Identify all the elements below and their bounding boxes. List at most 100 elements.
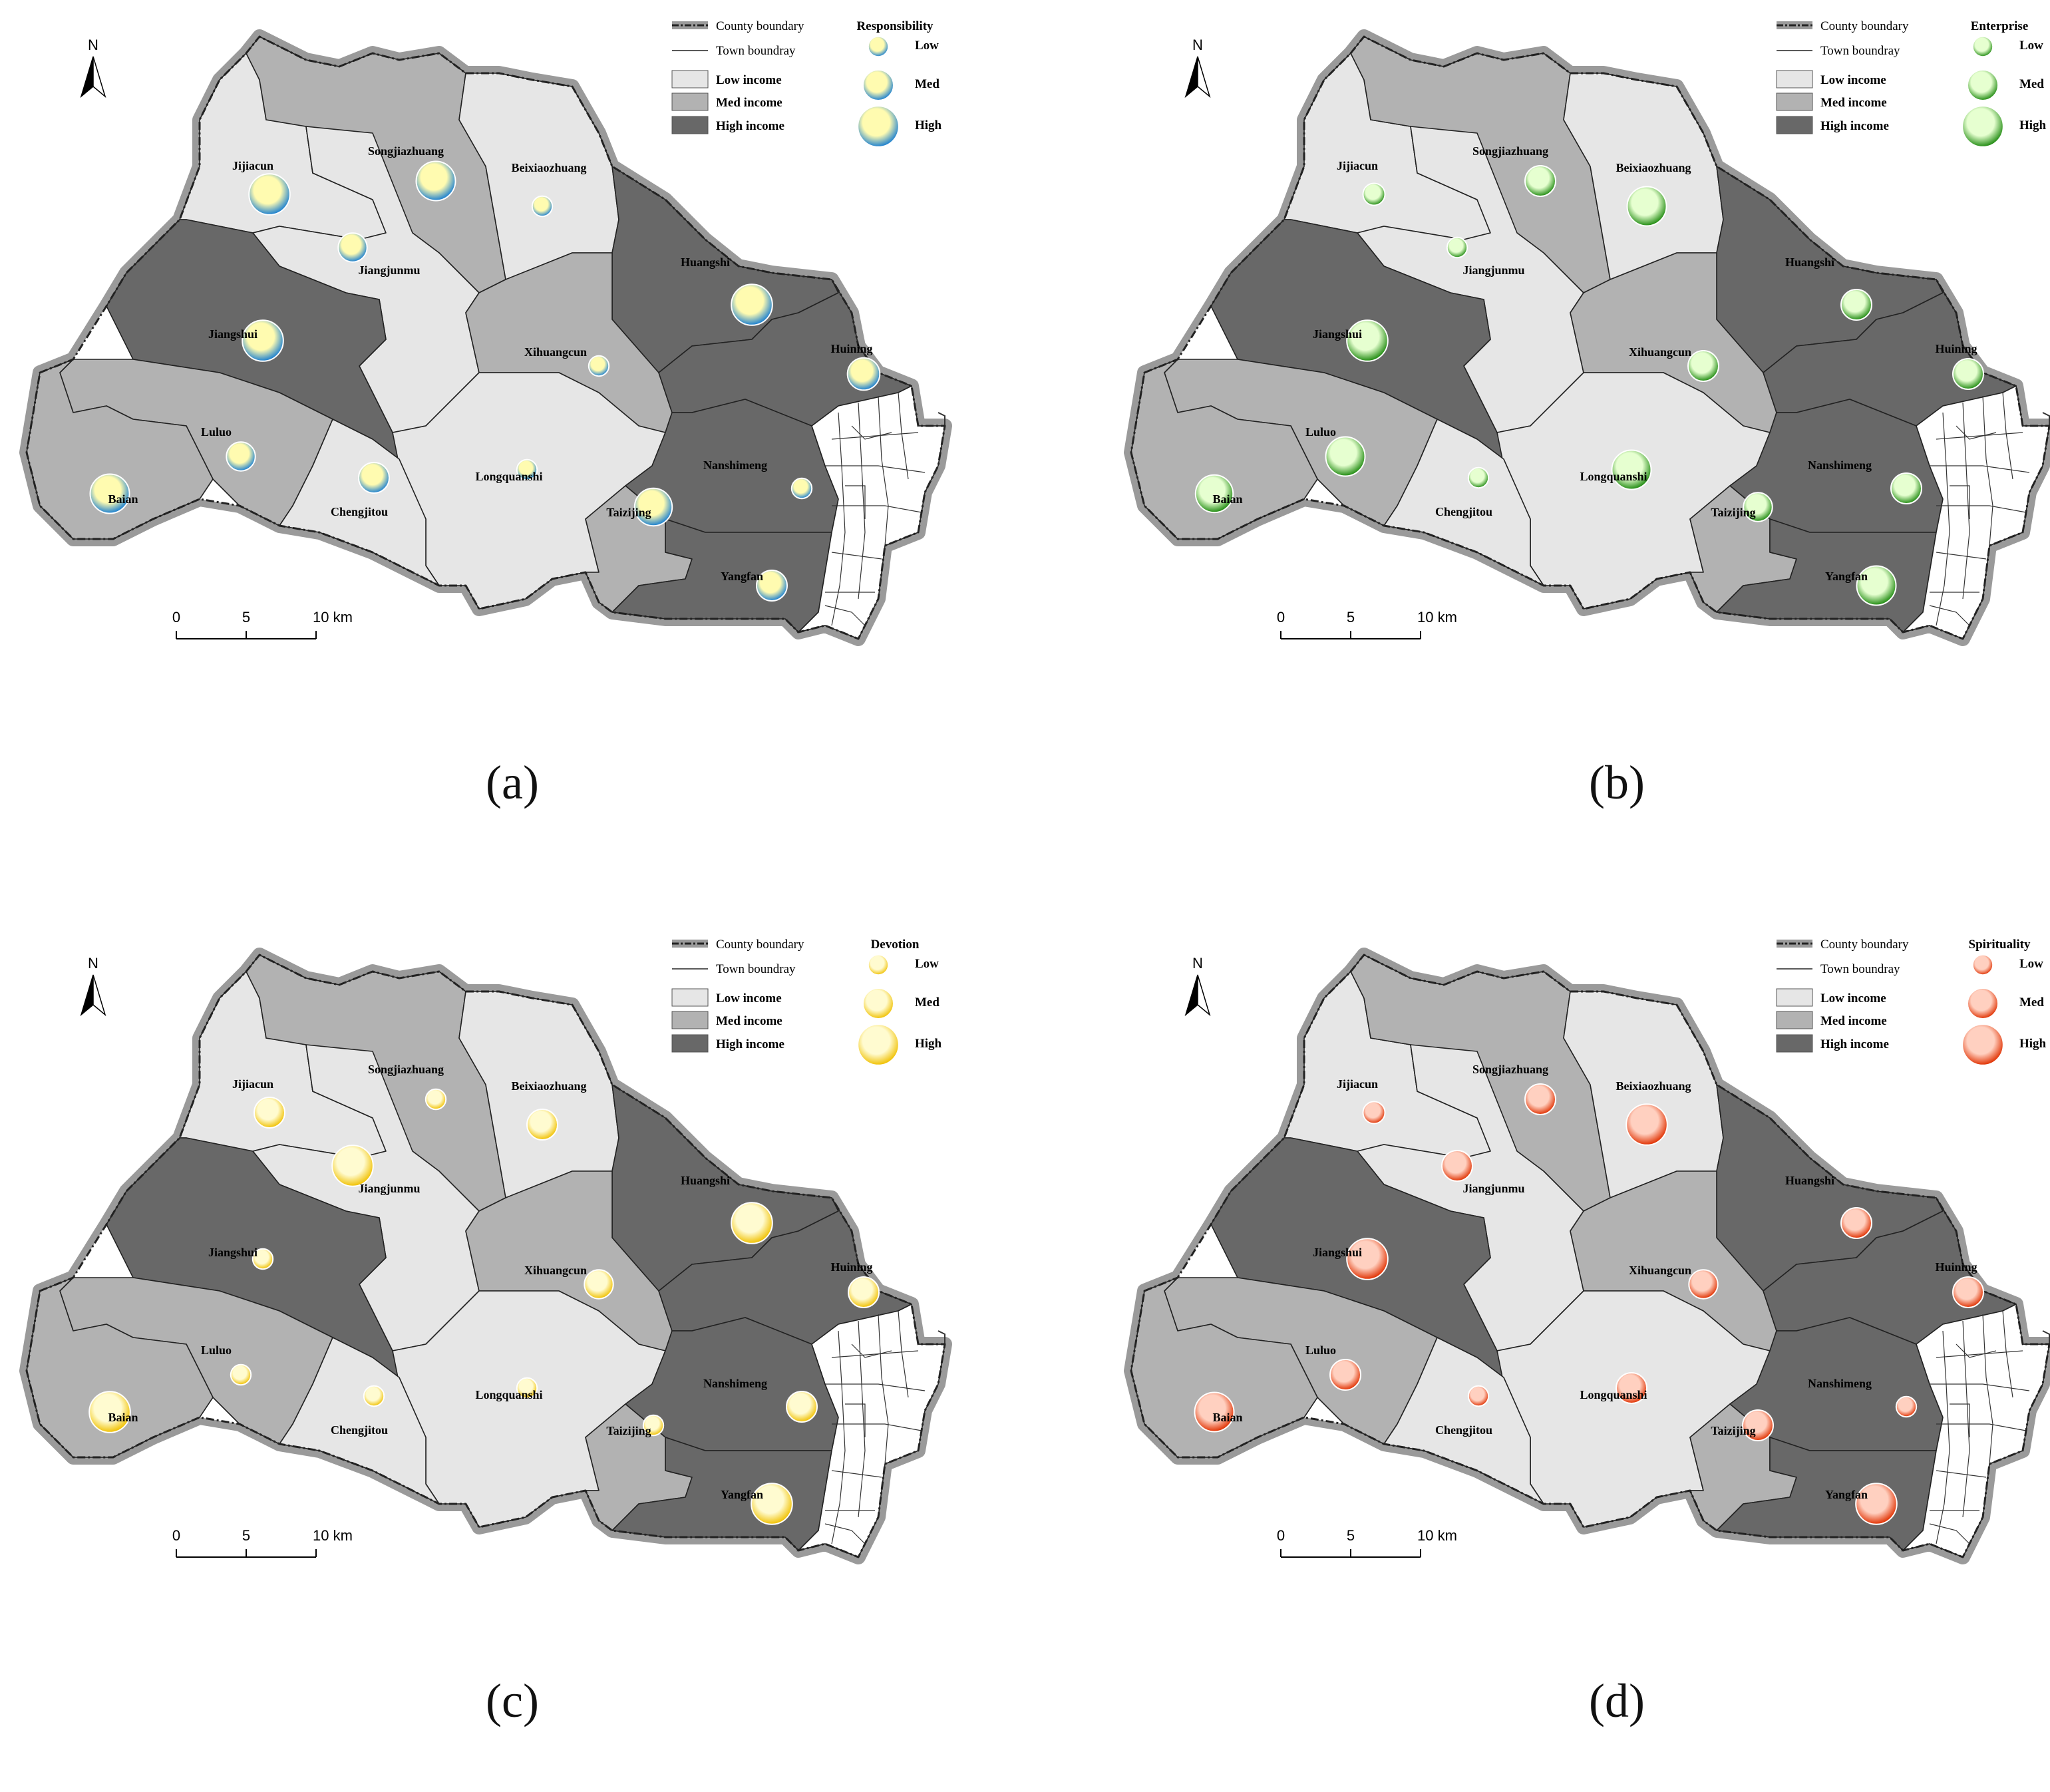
indicator-symbol-yangfan[interactable] xyxy=(1855,1483,1898,1525)
indicator-symbol-jiangjunmu[interactable] xyxy=(1446,236,1468,259)
indicator-symbol-chengjitou[interactable] xyxy=(363,1385,385,1407)
indicator-symbol-chengjitou[interactable] xyxy=(358,462,390,494)
town-label-taizijing: Taizijing xyxy=(606,1424,651,1437)
svg-text:N: N xyxy=(88,37,98,53)
indicator-symbol-jiangshui[interactable] xyxy=(1346,1238,1389,1280)
indicator-symbol-jijiacun[interactable] xyxy=(254,1097,285,1129)
legend-med-income: Med income xyxy=(1820,96,1887,110)
indicator-symbol-nanshimeng[interactable] xyxy=(790,477,813,500)
indicator-symbol-songjiazhuang[interactable] xyxy=(425,1088,447,1111)
svg-text:10 km: 10 km xyxy=(1417,609,1457,626)
indicator-symbol-beixiaozhuang[interactable] xyxy=(531,195,554,218)
svg-text:10 km: 10 km xyxy=(313,609,353,626)
indicator-symbol-yangfan[interactable] xyxy=(1856,565,1897,606)
town-label-yangfan: Yangfan xyxy=(1825,570,1868,583)
indicator-symbol-xihuangcun[interactable] xyxy=(1687,350,1719,382)
svg-text:0: 0 xyxy=(172,1527,180,1544)
indicator-symbol-nanshimeng[interactable] xyxy=(1895,1395,1918,1418)
indicator-symbol-luluo[interactable] xyxy=(1329,1359,1361,1391)
indicator-symbol-songjiazhuang[interactable] xyxy=(1524,1083,1556,1115)
indicator-symbol-jijiacun[interactable] xyxy=(248,173,291,216)
legend-low-income: Low income xyxy=(716,73,782,87)
panel-caption: (d) xyxy=(1589,1674,1645,1727)
legend-size-high: High xyxy=(2019,1037,2047,1051)
legend-town-boundary: Town boundray xyxy=(1820,962,1900,976)
legend: County boundary Town boundray Low income Me… xyxy=(1776,938,2047,1066)
town-label-huangshi: Huangshi xyxy=(681,1174,730,1187)
town-label-yangfan: Yangfan xyxy=(1825,1488,1868,1501)
indicator-symbol-songjiazhuang[interactable] xyxy=(415,160,456,202)
indicator-symbol-longquanshi[interactable] xyxy=(516,1377,538,1399)
indicator-symbol-huining[interactable] xyxy=(1952,1276,1984,1308)
indicator-symbol-huangshi[interactable] xyxy=(731,283,773,326)
svg-text:N: N xyxy=(88,955,98,972)
town-area-yangfan[interactable] xyxy=(611,518,832,633)
county-boundary-line xyxy=(25,954,946,1558)
indicator-symbol-longquanshi[interactable] xyxy=(1616,1372,1647,1404)
indicator-symbol-beixiaozhuang[interactable] xyxy=(1625,1103,1668,1146)
indicator-symbol-huangshi[interactable] xyxy=(1840,1207,1872,1239)
indicator-symbol-huining[interactable] xyxy=(848,1276,880,1308)
legend-county-boundary: County boundary xyxy=(1820,19,1909,33)
legend: County boundary Town boundray Low income Me… xyxy=(671,19,942,148)
indicator-symbol-chengjitou[interactable] xyxy=(1467,1385,1490,1407)
indicator-symbol-jiangshui[interactable] xyxy=(252,1248,274,1270)
indicator-symbol-huangshi[interactable] xyxy=(1840,289,1872,321)
town-label-xihuangcun: Xihuangcun xyxy=(524,1264,587,1277)
indicator-symbol-baian[interactable] xyxy=(88,1391,131,1433)
town-label-jijiacun: Jijiacun xyxy=(1337,1077,1378,1091)
legend-high-income: High income xyxy=(1820,119,1889,133)
indicator-symbol-jiangshui[interactable] xyxy=(242,319,284,362)
indicator-symbol-yangfan[interactable] xyxy=(751,1483,793,1525)
indicator-symbol-jiangjunmu[interactable] xyxy=(331,1145,374,1187)
indicator-symbol-longquanshi[interactable] xyxy=(1611,449,1652,490)
indicator-symbol-xihuangcun[interactable] xyxy=(584,1269,614,1300)
town-label-baian: Baian xyxy=(1212,492,1242,506)
indicator-symbol-nanshimeng[interactable] xyxy=(1890,472,1922,504)
indicator-symbol-jijiacun[interactable] xyxy=(1362,182,1386,206)
indicator-symbol-baian[interactable] xyxy=(1194,1391,1235,1433)
legend-med-income: Med income xyxy=(1820,1014,1887,1028)
town-label-jijiacun: Jijiacun xyxy=(232,1077,273,1091)
svg-text:5: 5 xyxy=(242,609,250,626)
town-label-luluo: Luluo xyxy=(1305,425,1336,439)
indicator-symbol-huining[interactable] xyxy=(1952,358,1984,390)
map-svg: Jijiacun Songjiazhuang Beixiaozhuang Jiangj… xyxy=(1124,938,2050,1564)
legend-size-low: Low xyxy=(2019,957,2043,971)
legend-size-low: Low xyxy=(915,957,939,971)
indicator-symbol-luluo[interactable] xyxy=(226,441,256,472)
indicator-symbol-longquanshi[interactable] xyxy=(516,458,538,481)
town-label-songjiazhuang: Songjiazhuang xyxy=(368,144,444,158)
town-label-songjiazhuang: Songjiazhuang xyxy=(368,1063,444,1076)
map-svg: Jijiacun Songjiazhuang Beixiaozhuang Jiangj… xyxy=(19,938,952,1564)
indicator-symbol-taizijing[interactable] xyxy=(642,1414,665,1437)
indicator-symbol-huining[interactable] xyxy=(846,357,881,391)
indicator-symbol-luluo[interactable] xyxy=(230,1363,252,1386)
town-label-taizijing: Taizijing xyxy=(1711,1424,1755,1437)
indicator-symbol-baian[interactable] xyxy=(89,473,130,514)
indicator-symbol-huangshi[interactable] xyxy=(731,1202,773,1244)
indicator-symbol-luluo[interactable] xyxy=(1325,436,1366,477)
indicator-symbol-baian[interactable] xyxy=(1194,474,1234,514)
indicator-symbol-chengjitou[interactable] xyxy=(1467,466,1490,489)
map-panel-a: Jijiacun Songjiazhuang Beixiaozhuang Jiangj… xyxy=(0,0,1025,874)
indicator-symbol-songjiazhuang[interactable] xyxy=(1524,165,1556,197)
indicator-symbol-jijiacun[interactable] xyxy=(1362,1101,1386,1125)
town-label-taizijing: Taizijing xyxy=(606,506,651,519)
svg-text:0: 0 xyxy=(1277,1527,1285,1544)
indicator-symbol-xihuangcun[interactable] xyxy=(1688,1269,1719,1300)
indicator-symbol-jiangjunmu[interactable] xyxy=(337,232,368,263)
indicator-symbol-taizijing[interactable] xyxy=(633,487,673,527)
legend-size-high: High xyxy=(915,118,942,132)
town-label-longquanshi: Longquanshi xyxy=(1580,470,1647,483)
indicator-symbol-taizijing[interactable] xyxy=(1743,492,1773,522)
indicator-symbol-yangfan[interactable] xyxy=(756,570,788,602)
indicator-symbol-nanshimeng[interactable] xyxy=(786,1391,818,1423)
indicator-symbol-xihuangcun[interactable] xyxy=(588,355,610,377)
indicator-symbol-jiangjunmu[interactable] xyxy=(1441,1150,1473,1182)
indicator-symbol-taizijing[interactable] xyxy=(1742,1409,1774,1441)
indicator-symbol-beixiaozhuang[interactable] xyxy=(1626,186,1667,227)
indicator-symbol-beixiaozhuang[interactable] xyxy=(526,1109,558,1141)
indicator-symbol-jiangshui[interactable] xyxy=(1346,319,1389,362)
scale-bar: 0 5 10 km xyxy=(1277,609,1457,639)
